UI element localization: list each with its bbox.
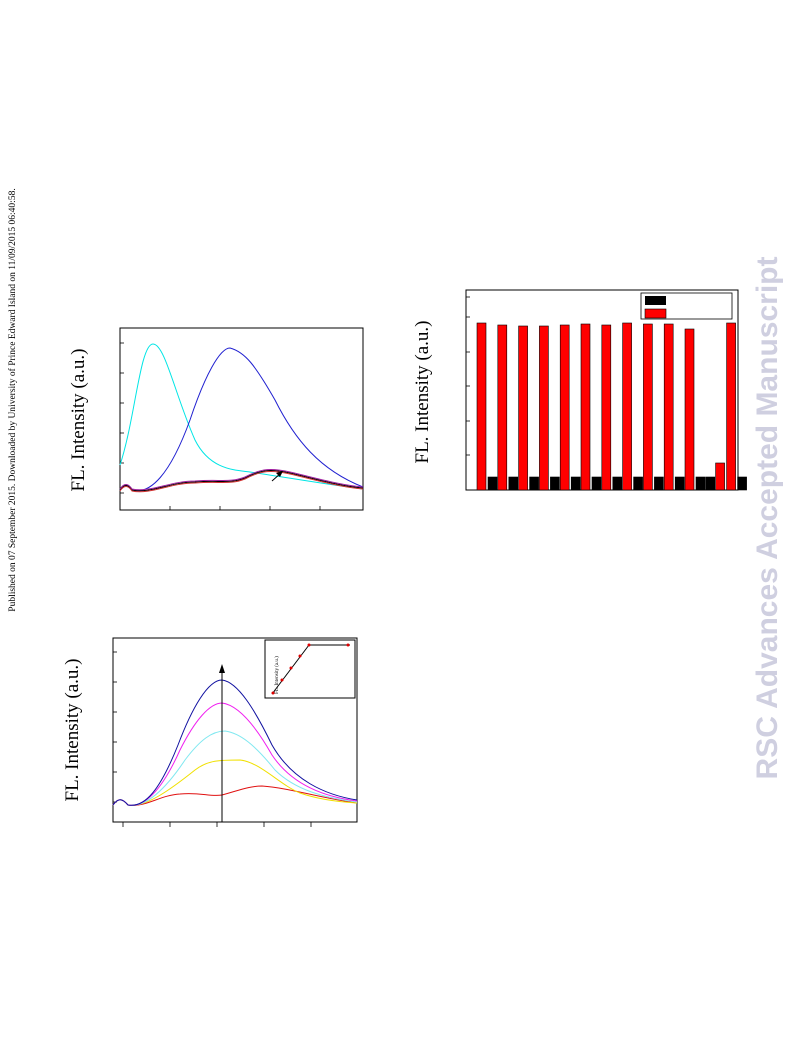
bar (705, 476, 716, 491)
axis-ticks (466, 296, 470, 456)
bar (643, 323, 653, 491)
bar (601, 324, 612, 491)
bar (737, 476, 747, 491)
y-axis-label: FL. Intensity (a.u.) (62, 658, 83, 801)
bars (476, 322, 747, 491)
y-axis-label: FL. Intensity (a.u.) (412, 320, 433, 463)
bar (674, 476, 685, 491)
bar (684, 328, 695, 491)
inset-point (298, 654, 302, 658)
bar (580, 323, 591, 491)
bar (622, 322, 632, 491)
figure-1: FL. Intensity (a.u.) (68, 327, 364, 511)
curve (112, 679, 358, 806)
plot-frame (119, 327, 364, 511)
curve (112, 759, 358, 806)
bar (663, 323, 674, 491)
bar (487, 476, 498, 491)
bar (518, 325, 528, 491)
y-axis-label: FL. Intensity (a.u.) (68, 348, 89, 491)
bar (726, 322, 736, 491)
publication-note: Published on 07 September 2015. Download… (7, 188, 18, 611)
curve (112, 702, 358, 806)
bar (476, 322, 487, 491)
arrow-head (276, 471, 283, 477)
inset-point (307, 643, 311, 647)
inset-point (289, 666, 293, 670)
legend-swatch (644, 308, 667, 319)
watermark: RSC Advances Accepted Manuscript (751, 257, 784, 780)
inset: FL. Intensity (a.u.) (264, 639, 356, 699)
axis-ticks (113, 651, 312, 827)
inset-frame (264, 639, 356, 699)
inset-point (280, 678, 284, 682)
figure-2: FL. Intensity (a.u.) FL. Intensity (a.u.… (62, 637, 358, 827)
inset-point (346, 643, 350, 647)
bar (591, 476, 602, 491)
bar (529, 476, 539, 491)
bar (570, 476, 581, 491)
bar (633, 476, 643, 491)
curve (119, 470, 364, 493)
curve (119, 343, 364, 490)
inset-point (271, 691, 275, 695)
fit-line (271, 644, 310, 695)
bar (715, 462, 725, 491)
bar (559, 324, 570, 491)
bar (508, 476, 519, 491)
curve (112, 730, 358, 806)
arrow-head (219, 664, 225, 673)
curve (119, 469, 364, 492)
bar (550, 476, 560, 491)
bar (695, 476, 706, 491)
bar (612, 476, 623, 491)
plot-frame (112, 637, 358, 823)
bar (539, 325, 549, 491)
bar (497, 324, 508, 491)
figure-3: FL. Intensity (a.u.) (412, 289, 747, 491)
bar (654, 476, 664, 491)
legend-swatch (645, 296, 666, 305)
curve (119, 347, 364, 492)
curve (119, 468, 364, 491)
inset-y-label: FL. Intensity (a.u.) (275, 656, 280, 694)
